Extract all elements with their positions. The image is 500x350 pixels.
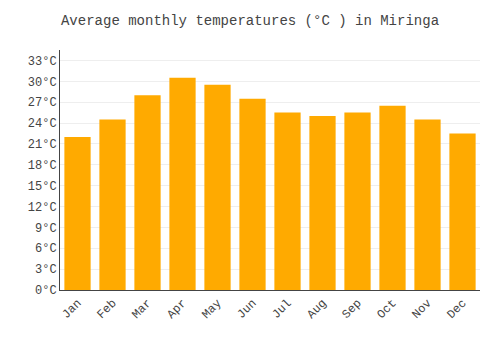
svg-text:12°C: 12°C (28, 201, 57, 215)
svg-text:Oct: Oct (374, 297, 399, 322)
svg-text:Nov: Nov (409, 297, 434, 322)
svg-text:Jun: Jun (234, 297, 259, 322)
svg-text:Mar: Mar (129, 297, 154, 322)
svg-text:18°C: 18°C (28, 159, 57, 173)
svg-text:9°C: 9°C (35, 222, 57, 236)
svg-text:May: May (199, 297, 224, 322)
svg-text:Average monthly temperatures (: Average monthly temperatures (°C ) in Mi… (61, 13, 439, 29)
svg-text:Jul: Jul (269, 297, 294, 322)
svg-text:Jan: Jan (59, 297, 84, 322)
svg-text:33°C: 33°C (28, 55, 57, 69)
svg-text:Sep: Sep (339, 297, 364, 322)
svg-text:6°C: 6°C (35, 242, 57, 256)
svg-text:3°C: 3°C (35, 263, 57, 277)
svg-text:24°C: 24°C (28, 117, 57, 131)
svg-text:15°C: 15°C (28, 180, 57, 194)
svg-text:27°C: 27°C (28, 96, 57, 110)
svg-text:0°C: 0°C (35, 284, 57, 298)
svg-text:21°C: 21°C (28, 138, 57, 152)
svg-text:Aug: Aug (304, 297, 329, 322)
svg-text:Feb: Feb (94, 297, 119, 322)
svg-text:Apr: Apr (164, 297, 189, 322)
svg-text:Dec: Dec (444, 297, 469, 322)
svg-text:30°C: 30°C (28, 76, 57, 90)
